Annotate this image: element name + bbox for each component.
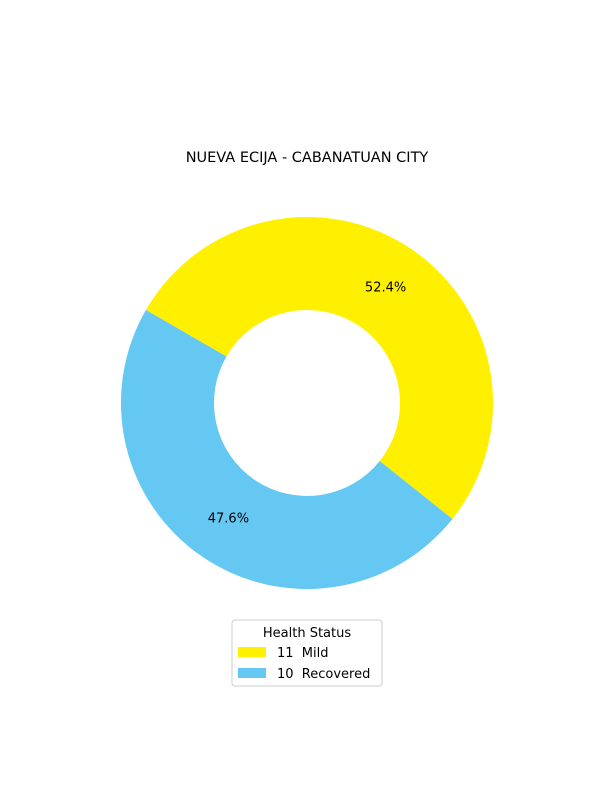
legend: Health Status 11 Mild 10 Recovered xyxy=(231,619,383,687)
legend-label-mild: 11 Mild xyxy=(277,646,329,661)
legend-box xyxy=(231,619,383,687)
percent-labels: 52.4% 47.6% xyxy=(208,281,406,527)
slice-mild xyxy=(145,216,494,519)
legend-swatch-mild xyxy=(238,647,266,657)
percent-label-recovered: 47.6% xyxy=(208,511,249,526)
legend-entries: 11 Mild 10 Recovered xyxy=(238,646,370,682)
slice-recovered xyxy=(121,310,453,589)
legend-swatch-recovered xyxy=(238,668,266,678)
legend-title: Health Status xyxy=(263,626,351,641)
percent-label-mild: 52.4% xyxy=(365,281,406,296)
chart-title: NUEVA ECIJA - CABANATUAN CITY xyxy=(186,150,429,166)
donut-slices xyxy=(121,216,494,589)
legend-label-recovered: 10 Recovered xyxy=(277,667,370,682)
